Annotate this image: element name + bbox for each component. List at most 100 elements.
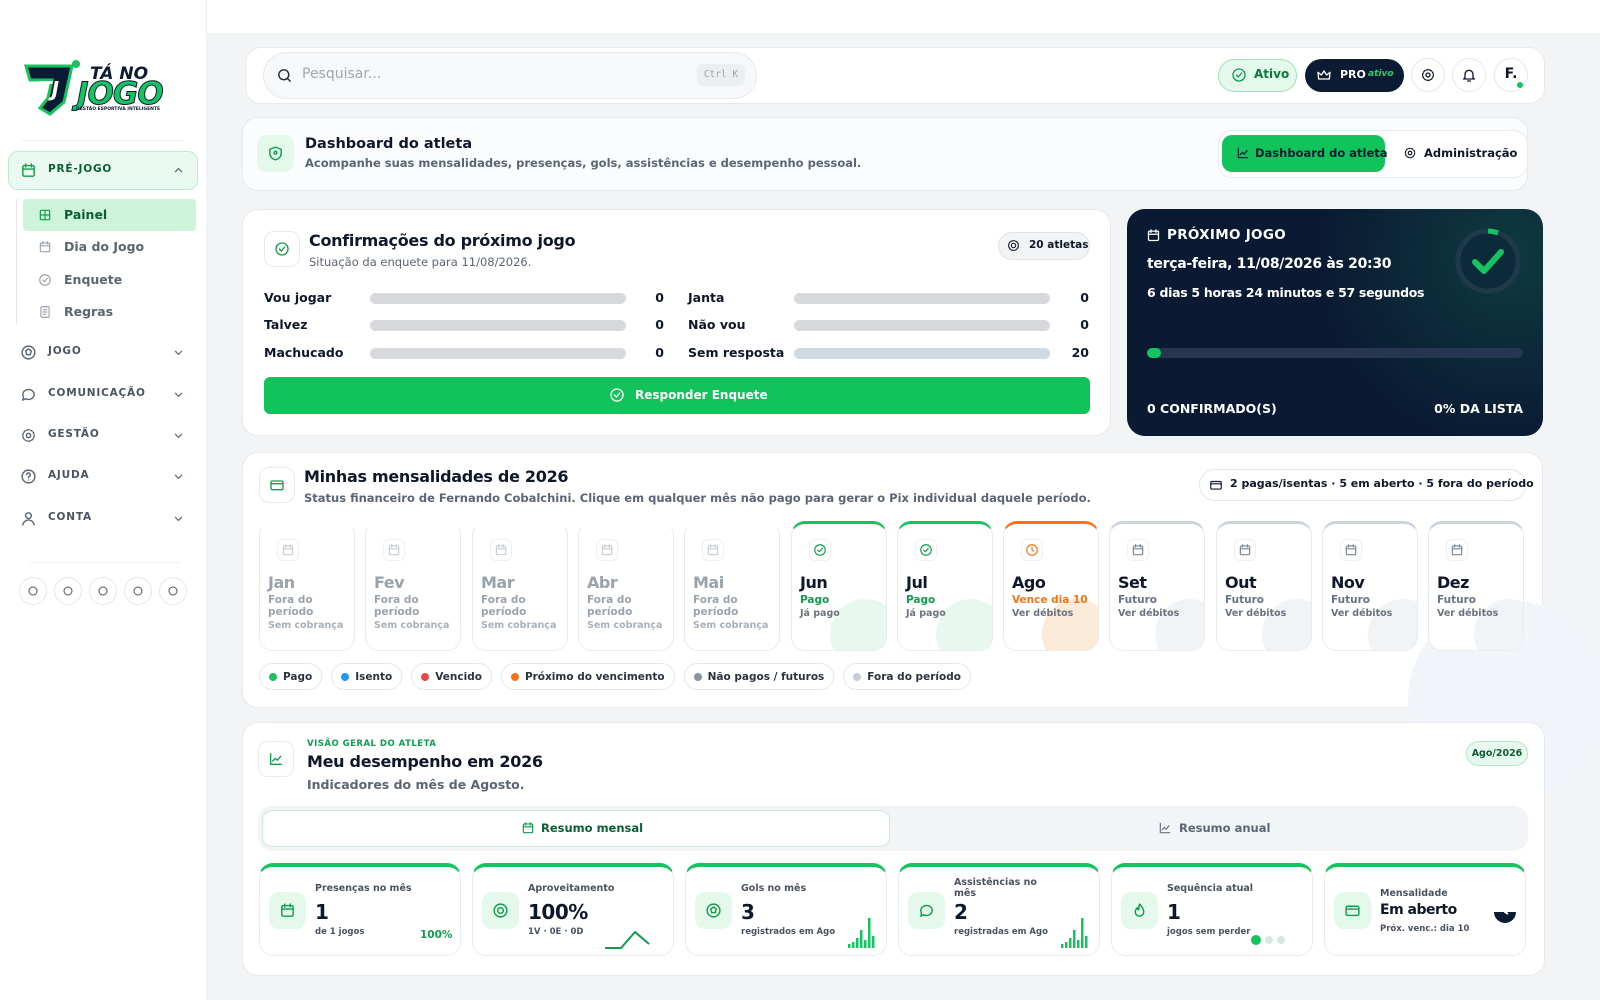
icon-part — [282, 544, 294, 556]
icon — [1158, 821, 1172, 835]
next-game-date: terça-feira, 11/08/2026 às 20:30 — [1147, 256, 1392, 272]
month-text: Abr Fora do período Sem cobrança — [587, 573, 667, 633]
month-card[interactable]: Abr Fora do período Sem cobrança — [578, 521, 674, 651]
poll-count: 0 — [1080, 290, 1089, 305]
card-icon — [264, 231, 300, 267]
month-card[interactable]: Nov Futuro Ver débitos — [1322, 521, 1418, 651]
icon — [171, 387, 186, 402]
icon-part — [1451, 544, 1463, 550]
icon-part — [522, 822, 534, 834]
icon-part — [860, 930, 863, 948]
social-button[interactable] — [54, 577, 82, 605]
icon-part — [270, 480, 284, 491]
nav-section[interactable] — [10, 418, 196, 452]
month-name: Set — [1118, 573, 1147, 592]
icon-part — [601, 545, 613, 556]
icon-part — [709, 906, 718, 914]
icon-part — [706, 903, 721, 918]
stat-label: Gols no mês — [741, 883, 807, 894]
nav-section[interactable] — [10, 335, 196, 369]
icon — [97, 585, 109, 597]
settings-button[interactable] — [1411, 58, 1445, 92]
icon — [132, 585, 144, 597]
month-text: Mai Fora do período Sem cobrança — [693, 573, 773, 633]
month-name: Jan — [268, 573, 295, 592]
month-name: Jul — [906, 573, 928, 592]
icon-part — [1061, 944, 1064, 948]
month-name: Jun — [800, 573, 828, 592]
logo-mark: TJ — [24, 60, 80, 116]
month-card[interactable]: Jun Pago Já pago — [791, 521, 887, 651]
icon-part — [1265, 936, 1273, 944]
icon-part — [814, 544, 826, 556]
social-button[interactable] — [19, 577, 47, 605]
badge-label: 20 atletas — [1029, 239, 1089, 251]
month-icon — [490, 539, 512, 561]
card-title: Meu desempenho em 2026 — [307, 752, 543, 771]
respond-button[interactable] — [264, 377, 1090, 414]
legend-item: Não pagos / futuros — [683, 663, 835, 690]
social-button[interactable] — [124, 577, 152, 605]
legend-dot — [269, 672, 277, 681]
month-card[interactable]: Set Futuro Ver débitos — [1109, 521, 1205, 651]
icon-part — [1487, 228, 1499, 236]
icon-part — [1455, 228, 1521, 294]
month-card[interactable]: Jan Fora do período Sem cobrança — [259, 521, 355, 651]
month-card[interactable]: Ago Vence dia 10 Ver débitos — [1003, 521, 1099, 651]
icon-part — [174, 392, 183, 397]
icon-part — [1422, 69, 1434, 81]
month-name: Ago — [1012, 573, 1046, 592]
nav-section[interactable] — [10, 459, 196, 493]
social-button[interactable] — [89, 577, 117, 605]
stat-value: 2 — [954, 900, 968, 924]
icon-part — [388, 544, 400, 550]
icon-part — [1455, 228, 1521, 294]
month-card[interactable]: Out Futuro Ver débitos — [1216, 521, 1312, 651]
poll-bar — [794, 348, 1050, 359]
stat-decoration — [603, 912, 673, 952]
month-text: Nov Futuro Ver débitos — [1331, 573, 1411, 621]
icon-part — [98, 586, 108, 596]
month-name: Out — [1225, 573, 1257, 592]
icon-part — [920, 904, 933, 917]
nav-item-active[interactable] — [23, 199, 196, 231]
month-card[interactable]: Dez Futuro Ver débitos — [1428, 521, 1524, 651]
nav-section[interactable] — [10, 501, 196, 535]
icon-part — [1277, 936, 1285, 944]
month-icon — [915, 539, 937, 561]
month-card[interactable]: Jul Pago Já pago — [897, 521, 993, 651]
status-pill[interactable] — [1218, 59, 1297, 92]
avatar-initial: F. — [1504, 66, 1518, 82]
search-box[interactable] — [263, 52, 757, 99]
legend-dot — [510, 672, 519, 681]
icon-part — [1147, 229, 1160, 242]
icon — [1209, 478, 1223, 492]
icon — [268, 751, 284, 767]
tab-active[interactable] — [1222, 135, 1385, 172]
notifications-button[interactable] — [1452, 58, 1486, 92]
icon-part — [1251, 935, 1285, 945]
icon-part — [1008, 240, 1019, 251]
icon-part — [1472, 249, 1504, 274]
month-card[interactable]: Fev Fora do período Sem cobrança — [365, 521, 461, 651]
icon — [276, 67, 293, 84]
social-button[interactable] — [159, 577, 187, 605]
month-card[interactable]: Mai Fora do período Sem cobrança — [684, 521, 780, 651]
card-icon — [259, 467, 295, 503]
nav-section-active[interactable] — [8, 151, 198, 190]
stat-label: Presenças no mês — [315, 883, 412, 894]
month-text: Set Futuro Ver débitos — [1118, 573, 1198, 621]
icon-part — [707, 545, 719, 556]
legend-dot — [421, 672, 430, 681]
icon — [20, 510, 37, 527]
icon — [521, 821, 535, 835]
icon-part — [1451, 545, 1463, 556]
icon-part — [40, 306, 50, 318]
stat-detail: registrados em Ago — [741, 927, 836, 937]
legend-label: Não pagos / futuros — [707, 670, 825, 683]
tab-active[interactable] — [262, 810, 890, 847]
icon-part — [270, 480, 284, 491]
legend-item: Próximo do vencimento — [500, 663, 675, 690]
month-icon — [1340, 539, 1362, 561]
month-card[interactable]: Mar Fora do período Sem cobrança — [472, 521, 568, 651]
